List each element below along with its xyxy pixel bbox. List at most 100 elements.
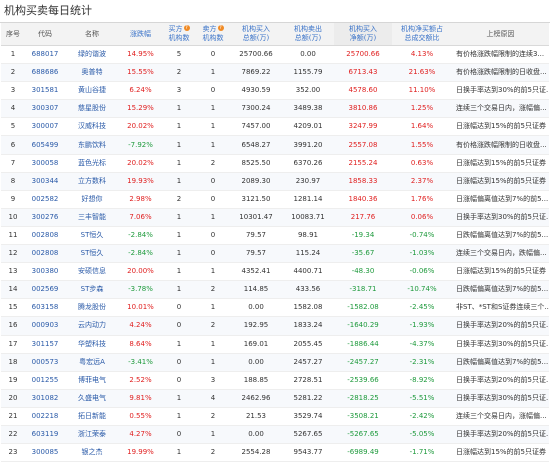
info-icon[interactable]: ? [217,25,224,31]
row-change: -3.41% [119,353,162,372]
table-row[interactable]: 8 300344 立方数科 19.93% 1 0 2089.30 230.97 1858.33 2… [1,172,549,191]
table-row[interactable]: 20 301082 久盛电气 9.81% 1 4 2462.96 5281.22 -2818.2… [1,389,549,408]
row-name[interactable]: 浙江荣泰 [65,425,119,445]
row-name[interactable]: 东鹏饮料 [65,135,119,155]
table-row[interactable]: 12 002808 ST恒久 -2.84% 1 0 79.57 115.24 -35.67 -1.… [1,244,549,264]
row-name[interactable]: 汉威科技 [65,117,119,137]
row-name[interactable]: ST恒久 [65,244,119,264]
header-buy-amount-label-1[interactable]: 机构买入 [242,25,270,33]
row-name[interactable]: 蓝色光标 [65,154,119,173]
table-row[interactable]: 11 002808 ST恒久 -2.84% 1 0 79.57 98.91 -19.34 -0.7… [1,226,549,246]
header-sell-count[interactable]: 卖方? 机构数 [196,23,230,46]
table-row[interactable]: 13 300380 安硕信息 20.00% 1 1 4352.41 4400.71 -48.30… [1,262,549,282]
table-row[interactable]: 1 688017 绿的谐波 14.95% 5 0 25700.66 0.00 25700.66 4… [1,45,549,65]
header-sell-count-label-2[interactable]: 机构数 [202,34,224,42]
header-buy-amount-label-2[interactable]: 总额(万) [242,34,270,42]
table-row[interactable]: 17 301157 华塑科技 8.64% 1 1 169.01 2055.45 -1886.44… [1,335,549,354]
row-code[interactable]: 605499 [25,135,65,155]
header-sell-amount-label-2[interactable]: 总额(万) [294,34,322,42]
table-row[interactable]: 6 605499 东鹏饮料 -7.92% 1 1 6548.27 3991.20 2557.08… [1,135,549,155]
row-name[interactable]: 立方数科 [65,172,119,191]
row-name[interactable]: 拓日新能 [65,407,119,426]
table-row[interactable]: 22 603119 浙江荣泰 4.27% 0 1 0.00 5267.65 -5267.65 -5… [1,425,549,445]
row-code[interactable]: 300344 [25,172,65,191]
row-buy-amount: 188.85 [230,371,282,390]
row-name[interactable]: 奥普特 [65,63,119,83]
row-buy-count: 1 [162,280,196,300]
header-sell-amount[interactable]: 机构卖出 总额(万) [282,23,334,46]
header-sell-count-label-1[interactable]: 卖方 [202,25,217,33]
row-net-amount: 2557.08 [334,135,392,155]
row-name[interactable]: 好想你 [65,190,119,209]
row-name[interactable]: 绿的谐波 [65,45,119,65]
row-name[interactable]: 云内动力 [65,316,119,336]
row-sell-amount: 1582.08 [282,298,334,318]
row-name[interactable]: 安硕信息 [65,262,119,282]
table-row[interactable]: 18 000573 粤宏远A -3.41% 0 1 0.00 2457.27 -2457.27-… [1,353,549,372]
header-net-amount-label-1[interactable]: 机构买入 [349,25,377,33]
row-name[interactable]: 腾龙股份 [65,298,119,318]
row-name[interactable]: ST步森 [65,280,119,300]
header-net-ratio[interactable]: 机构净买额占 总成交额比 [392,23,452,46]
row-code[interactable]: 688017 [25,45,65,65]
row-code[interactable]: 603158 [25,298,65,318]
row-name[interactable]: 久盛电气 [65,389,119,408]
row-code[interactable]: 000903 [25,316,65,336]
header-change[interactable]: 涨跌幅 [119,23,162,46]
row-code[interactable]: 000573 [25,353,65,372]
row-code[interactable]: 300058 [25,154,65,173]
table-row[interactable]: 19 001255 博菲电气 2.52% 0 3 188.85 2728.51 -2539.66… [1,371,549,390]
row-code[interactable]: 002582 [25,190,65,209]
header-buy-count-label-2[interactable]: 机构数 [168,34,190,42]
header-sell-amount-label-1[interactable]: 机构卖出 [294,25,322,33]
table-row[interactable]: 2 688686 奥普特 15.55% 2 1 7869.22 1155.79 6713.43 2… [1,63,549,83]
row-name[interactable]: 粤宏远A [65,353,119,372]
row-code[interactable]: 603119 [25,425,65,445]
row-code[interactable]: 002569 [25,280,65,300]
table-row[interactable]: 15 603158 腾龙股份 10.01% 0 1 0.00 1582.08 -1582.08-… [1,298,549,318]
table-row[interactable]: 9 002582 好想你 2.98% 2 0 3121.50 1281.14 1840.36 1.… [1,190,549,209]
row-name[interactable]: 博菲电气 [65,371,119,390]
row-code[interactable]: 300380 [25,262,65,282]
header-net-amount-label-2[interactable]: 净额(万) [349,34,377,42]
row-reason: 日跌幅偏离值达到7%的前5... [452,280,549,300]
table-row[interactable]: 10 300276 三丰智能 7.06% 1 1 10301.47 10083.71 217.7… [1,208,549,227]
row-net-ratio: 1.76% [392,190,452,209]
row-net-amount: -2818.25 [334,389,392,408]
header-change-label[interactable]: 涨跌幅 [130,29,151,38]
header-buy-count-label-1[interactable]: 买方 [168,25,183,33]
table-row[interactable]: 4 300307 慈星股份 15.29% 1 1 7300.24 3489.38 3810.86… [1,99,549,119]
info-icon[interactable]: ? [183,25,190,31]
header-net-amount[interactable]: 机构买入 净额(万) [334,23,392,46]
row-code[interactable]: 301157 [25,335,65,354]
row-name[interactable]: 慈星股份 [65,99,119,119]
header-net-ratio-label-1[interactable]: 机构净买额占 [401,25,443,33]
table-row[interactable]: 3 301581 黄山谷捷 6.24% 3 0 4930.59 352.00 4578.60 11… [1,81,549,101]
row-name[interactable]: 黄山谷捷 [65,81,119,101]
row-code[interactable]: 002808 [25,226,65,246]
table-row[interactable]: 14 002569 ST步森 -3.78% 1 2 114.85 433.56 -318.71-… [1,280,549,300]
header-net-ratio-label-2[interactable]: 总成交额比 [404,34,440,42]
row-reason: 日换手率达到20%的前5只证... [452,425,549,445]
table-row[interactable]: 16 000903 云内动力 4.24% 0 2 192.95 1833.24 -1640.29… [1,316,549,336]
row-code[interactable]: 002808 [25,244,65,264]
row-code[interactable]: 301082 [25,389,65,408]
table-row[interactable]: 23 300085 银之杰 19.99% 1 2 2554.28 9543.77 -6989.4… [1,443,549,462]
row-code[interactable]: 688686 [25,63,65,83]
row-name[interactable]: ST恒久 [65,226,119,246]
header-buy-amount[interactable]: 机构买入 总额(万) [230,23,282,46]
row-code[interactable]: 300007 [25,117,65,137]
table-row[interactable]: 7 300058 蓝色光标 20.02% 1 2 8525.50 6370.26 2155.24… [1,154,549,173]
row-code[interactable]: 001255 [25,371,65,390]
row-name[interactable]: 华塑科技 [65,335,119,354]
row-code[interactable]: 300085 [25,443,65,462]
row-code[interactable]: 301581 [25,81,65,101]
table-row[interactable]: 5 300007 汉威科技 20.02% 1 1 7457.00 4209.01 3247.99… [1,117,549,137]
header-buy-count[interactable]: 买方? 机构数 [162,23,196,46]
row-code[interactable]: 300276 [25,208,65,227]
row-code[interactable]: 300307 [25,99,65,119]
row-name[interactable]: 银之杰 [65,443,119,462]
table-row[interactable]: 21 002218 拓日新能 0.55% 1 2 21.53 3529.74 -3508.21-… [1,407,549,426]
row-name[interactable]: 三丰智能 [65,208,119,227]
row-code[interactable]: 002218 [25,407,65,426]
